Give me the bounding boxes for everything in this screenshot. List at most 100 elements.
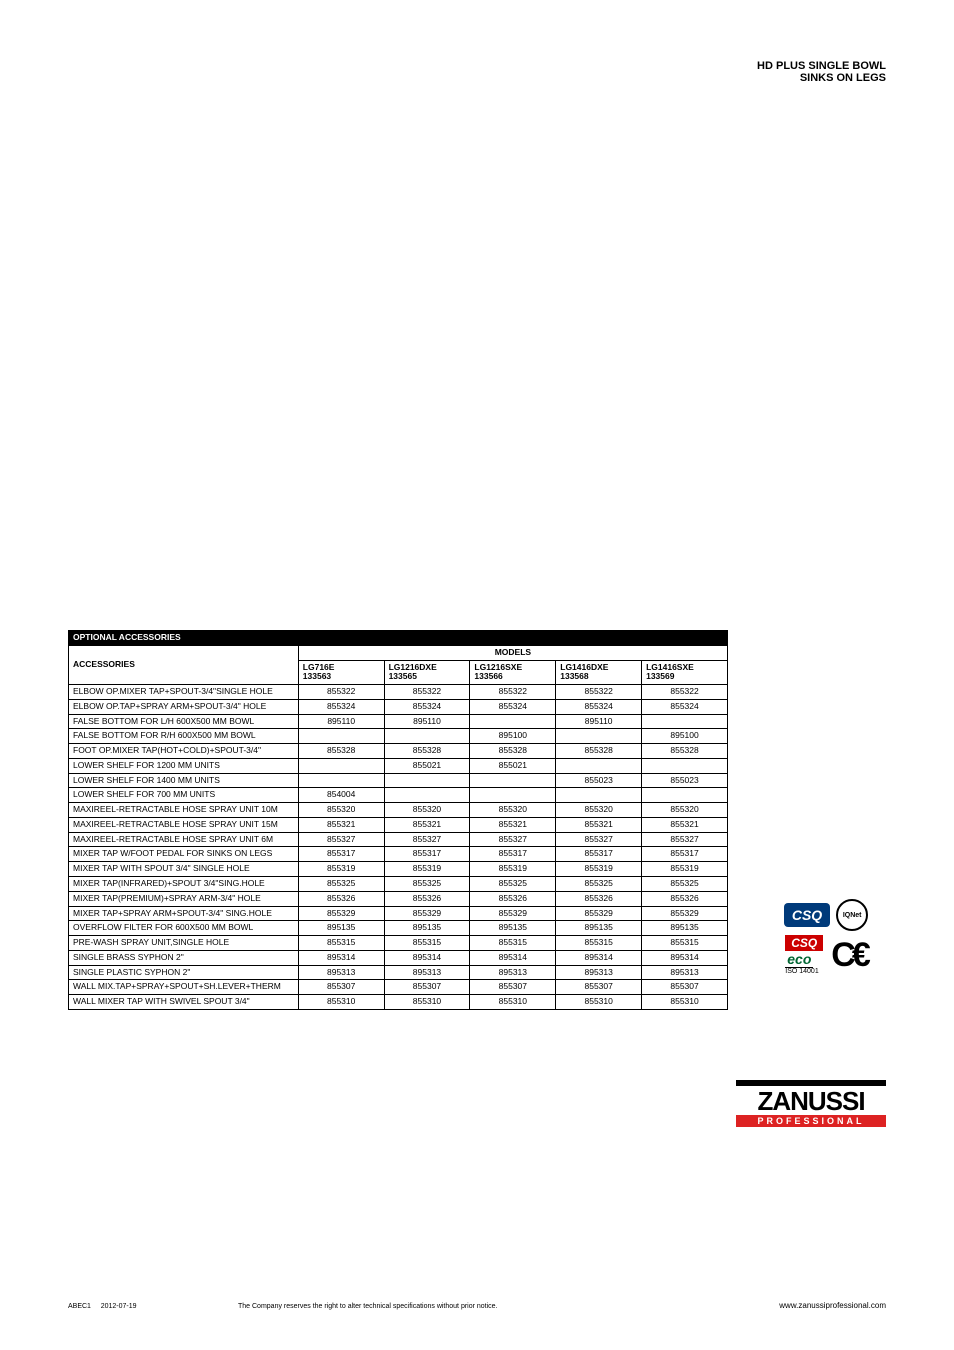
accessory-value-cell: 855307 [556,980,642,995]
accessory-value-cell: 895313 [298,965,384,980]
accessory-value-cell: 855326 [556,891,642,906]
table-row: PRE-WASH SPRAY UNIT,SINGLE HOLE855315855… [69,936,728,951]
accessory-name-cell: FALSE BOTTOM FOR R/H 600X500 MM BOWL [69,729,299,744]
accessory-value-cell: 855307 [298,980,384,995]
accessory-value-cell: 855325 [642,877,728,892]
accessory-value-cell: 855023 [556,773,642,788]
accessory-value-cell: 855320 [642,803,728,818]
accessory-value-cell [556,729,642,744]
accessory-name-cell: SINGLE PLASTIC SYPHON 2" [69,965,299,980]
ce-mark-icon: C€ [831,936,866,975]
accessory-value-cell: 855328 [470,744,556,759]
accessory-value-cell [298,773,384,788]
accessory-value-cell [470,714,556,729]
accessory-value-cell: 855328 [642,744,728,759]
accessory-name-cell: MIXER TAP(PREMIUM)+SPRAY ARM-3/4" HOLE [69,891,299,906]
brand-subtitle: PROFESSIONAL [736,1115,886,1127]
accessory-value-cell: 895110 [556,714,642,729]
accessory-value-cell: 855325 [384,877,470,892]
accessory-value-cell [556,758,642,773]
table-row: LOWER SHELF FOR 700 MM UNITS854004 [69,788,728,803]
accessory-value-cell: 855328 [384,744,470,759]
accessory-value-cell: 855327 [384,832,470,847]
accessory-value-cell: 855320 [384,803,470,818]
accessory-value-cell: 855021 [470,758,556,773]
table-row: SINGLE PLASTIC SYPHON 2"8953138953138953… [69,965,728,980]
accessory-name-cell: LOWER SHELF FOR 700 MM UNITS [69,788,299,803]
accessory-name-cell: FALSE BOTTOM FOR L/H 600X500 MM BOWL [69,714,299,729]
accessory-name-cell: MAXIREEL-RETRACTABLE HOSE SPRAY UNIT 10M [69,803,299,818]
accessory-value-cell: 895135 [470,921,556,936]
accessory-value-cell: 895110 [298,714,384,729]
table-row: MAXIREEL-RETRACTABLE HOSE SPRAY UNIT 6M 8… [69,832,728,847]
table-row: OVERFLOW FILTER FOR 600X500 MM BOWL89513… [69,921,728,936]
accessory-value-cell: 855327 [556,832,642,847]
brand-name: ZANUSSI [736,1088,886,1115]
table-row: ELBOW OP.MIXER TAP+SPOUT-3/4"SINGLE HOLE… [69,685,728,700]
accessory-name-cell: ELBOW OP.MIXER TAP+SPOUT-3/4"SINGLE HOLE [69,685,299,700]
accessory-value-cell: 855322 [298,685,384,700]
accessory-value-cell [298,729,384,744]
accessory-name-cell: ELBOW OP.TAP+SPRAY ARM+SPOUT-3/4" HOLE [69,699,299,714]
accessory-value-cell: 855325 [298,877,384,892]
table-row: MIXER TAP(PREMIUM)+SPRAY ARM-3/4" HOLE 85… [69,891,728,906]
accessory-value-cell: 895135 [642,921,728,936]
accessory-value-cell: 895314 [384,950,470,965]
models-column-header: MODELS [298,645,727,660]
accessory-value-cell: 855319 [384,862,470,877]
csq-badge-icon: CSQ [784,903,830,927]
page-title: HD PLUS SINGLE BOWL SINKS ON LEGS [746,60,886,84]
table-row: MAXIREEL-RETRACTABLE HOSE SPRAY UNIT 15M… [69,817,728,832]
csq-small-icon: CSQ [785,935,823,951]
accessory-name-cell: WALL MIXER TAP WITH SWIVEL SPOUT 3/4" [69,995,299,1010]
accessory-value-cell: 854004 [298,788,384,803]
accessory-value-cell: 895313 [470,965,556,980]
accessory-value-cell: 855324 [642,699,728,714]
accessory-value-cell: 855021 [384,758,470,773]
accessory-value-cell [642,714,728,729]
accessory-value-cell [384,788,470,803]
accessory-value-cell: 855329 [384,906,470,921]
accessory-value-cell [642,758,728,773]
accessory-value-cell: 895313 [384,965,470,980]
table-row: SINGLE BRASS SYPHON 2"895314895314895314… [69,950,728,965]
accessory-value-cell: 855324 [298,699,384,714]
accessory-name-cell: WALL MIX.TAP+SPRAY+SPOUT+SH.LEVER+THERM [69,980,299,995]
accessory-value-cell: 855320 [298,803,384,818]
table-row: MAXIREEL-RETRACTABLE HOSE SPRAY UNIT 10M… [69,803,728,818]
accessory-value-cell: 855329 [298,906,384,921]
eco-icon: eco [785,951,813,968]
accessory-value-cell: 895135 [556,921,642,936]
brand-url: www.zanussiprofessional.com [779,1301,886,1310]
accessory-value-cell: 855324 [470,699,556,714]
accessory-value-cell: 895314 [298,950,384,965]
accessory-value-cell: 855319 [298,862,384,877]
accessory-value-cell: 855321 [556,817,642,832]
accessory-value-cell: 895314 [556,950,642,965]
accessory-value-cell: 855319 [470,862,556,877]
table-row: LOWER SHELF FOR 1200 MM UNITS85502185502… [69,758,728,773]
accessory-value-cell: 855324 [556,699,642,714]
accessory-value-cell [384,729,470,744]
accessory-value-cell: 855321 [642,817,728,832]
accessory-value-cell: 855310 [470,995,556,1010]
accessory-name-cell: LOWER SHELF FOR 1400 MM UNITS [69,773,299,788]
accessory-name-cell: PRE-WASH SPRAY UNIT,SINGLE HOLE [69,936,299,951]
disclaimer: The Company reserves the right to alter … [238,1303,498,1310]
accessory-value-cell: 895313 [556,965,642,980]
accessory-value-cell: 855317 [384,847,470,862]
accessory-value-cell: 855319 [556,862,642,877]
accessory-value-cell: 855326 [470,891,556,906]
accessory-name-cell: MAXIREEL-RETRACTABLE HOSE SPRAY UNIT 6M [69,832,299,847]
table-row: MIXER TAP+SPRAY ARM+SPOUT-3/4" SING.HOLE… [69,906,728,921]
accessory-value-cell: 855307 [642,980,728,995]
accessory-value-cell: 855310 [642,995,728,1010]
accessory-value-cell: 855310 [298,995,384,1010]
accessory-name-cell: MIXER TAP+SPRAY ARM+SPOUT-3/4" SING.HOLE [69,906,299,921]
page-footer: ABEC1 2012-07-19 The Company reserves th… [68,1303,886,1310]
accessory-value-cell: 855317 [556,847,642,862]
accessory-value-cell [470,773,556,788]
accessory-value-cell: 855326 [384,891,470,906]
accessory-value-cell: 895314 [642,950,728,965]
table-row: MIXER TAP WITH SPOUT 3/4" SINGLE HOLE855… [69,862,728,877]
